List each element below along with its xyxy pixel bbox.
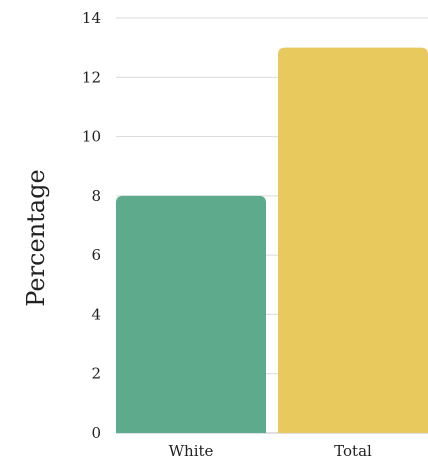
y-tick-label: 6: [91, 246, 101, 264]
y-tick-label: 2: [91, 365, 101, 383]
bars: [116, 47, 428, 434]
bar-white: [116, 195, 266, 433]
x-category-label: Total: [334, 442, 372, 460]
x-category-label: White: [169, 442, 214, 460]
y-tick-label: 8: [91, 187, 101, 205]
y-tick-label: 10: [82, 128, 101, 146]
y-tick-label: 12: [82, 68, 101, 86]
y-axis-tick-labels: 0 2 4 6 8 10 12 14: [82, 9, 101, 442]
y-axis-title: Percentage: [22, 169, 50, 306]
y-tick-label: 14: [82, 9, 101, 27]
x-axis-category-labels: White Total: [169, 442, 372, 460]
y-tick-label: 4: [91, 305, 101, 323]
bar-total: [278, 47, 428, 434]
y-tick-label: 0: [91, 424, 101, 442]
